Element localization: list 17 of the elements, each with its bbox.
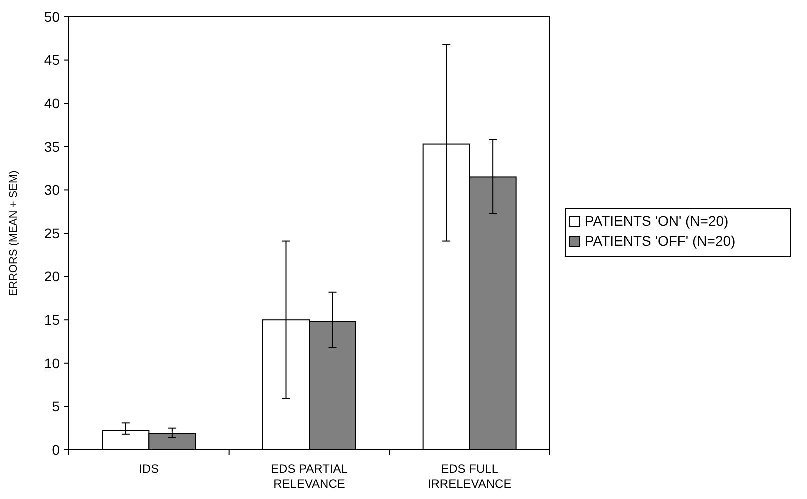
y-tick-label: 25: [44, 225, 60, 242]
y-tick-label: 5: [52, 398, 60, 415]
y-tick-label: 30: [44, 182, 60, 198]
y-tick-label: 0: [52, 442, 60, 458]
x-tick-label: EDS FULL IRRELEVANCE: [428, 462, 512, 491]
y-tick-label: 40: [44, 96, 60, 112]
y-axis-title: ERRORS (MEAN + SEM): [8, 170, 20, 296]
y-tick-label: 15: [44, 312, 60, 328]
y-tick-label: 50: [44, 8, 60, 25]
y-tick-label: 10: [44, 355, 60, 372]
x-tick-label: EDS PARTIAL RELEVANCE: [271, 462, 348, 491]
y-tick-label: 35: [44, 138, 60, 155]
y-tick-label: 20: [44, 268, 60, 285]
y-tick-label: 45: [44, 52, 60, 68]
legend-label: PATIENTS 'OFF' (N=20): [585, 233, 736, 249]
legend-label: PATIENTS 'ON' (N=20): [585, 213, 729, 229]
x-tick-label: IDS: [139, 462, 160, 476]
